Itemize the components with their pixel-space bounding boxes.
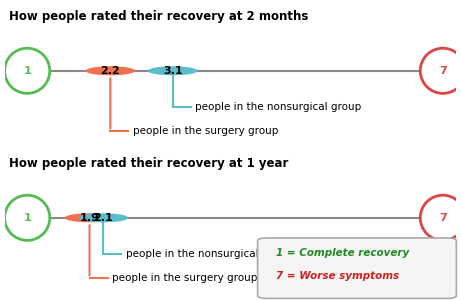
Text: 1: 1 xyxy=(24,66,31,76)
Text: 2.2: 2.2 xyxy=(100,66,120,76)
Text: How people rated their recovery at 2 months: How people rated their recovery at 2 mon… xyxy=(9,10,308,23)
Text: people in the surgery group: people in the surgery group xyxy=(112,273,258,283)
Ellipse shape xyxy=(148,66,197,75)
Text: 1: 1 xyxy=(24,213,31,223)
Text: 2.1: 2.1 xyxy=(94,213,113,223)
Text: 7: 7 xyxy=(439,66,447,76)
Ellipse shape xyxy=(78,213,128,222)
Text: 1 = Complete recovery: 1 = Complete recovery xyxy=(276,248,409,258)
FancyBboxPatch shape xyxy=(258,238,456,298)
Ellipse shape xyxy=(5,195,50,240)
Ellipse shape xyxy=(420,195,461,240)
Text: 7: 7 xyxy=(439,213,447,223)
Ellipse shape xyxy=(5,48,50,93)
Ellipse shape xyxy=(65,213,114,222)
Ellipse shape xyxy=(420,48,461,93)
Text: people in the surgery group: people in the surgery group xyxy=(133,126,278,136)
Ellipse shape xyxy=(85,66,135,75)
Text: 3.1: 3.1 xyxy=(163,66,183,76)
Text: 1.9: 1.9 xyxy=(80,213,100,223)
Text: people in the nonsurgical group: people in the nonsurgical group xyxy=(126,249,292,259)
Text: people in the nonsurgical group: people in the nonsurgical group xyxy=(195,102,361,112)
Text: How people rated their recovery at 1 year: How people rated their recovery at 1 yea… xyxy=(9,157,289,170)
Text: 7 = Worse symptoms: 7 = Worse symptoms xyxy=(276,271,399,281)
